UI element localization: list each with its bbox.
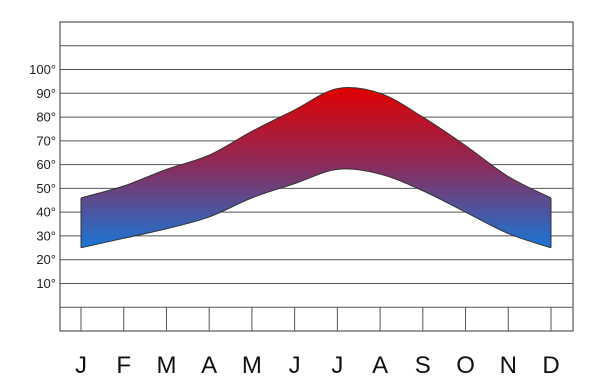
- y-tick-label: 90°: [36, 86, 56, 101]
- temperature-band: [80, 86, 552, 249]
- x-tick-label: M: [156, 352, 176, 379]
- x-tick-label: F: [116, 352, 131, 379]
- y-tick-label: 20°: [36, 252, 56, 267]
- y-tick-label: 10°: [36, 276, 56, 291]
- y-tick-label: 30°: [36, 228, 56, 243]
- x-tick-label: J: [289, 352, 301, 379]
- y-tick-label: 60°: [36, 157, 56, 172]
- x-tick-label: S: [415, 352, 431, 379]
- y-tick-label: 80°: [36, 110, 56, 125]
- x-tick-label: J: [331, 352, 343, 379]
- y-tick-label: 100°: [29, 62, 56, 77]
- x-tick-label: A: [372, 352, 388, 379]
- x-tick-label: N: [500, 352, 517, 379]
- x-tick-label: D: [542, 352, 559, 379]
- y-tick-label: 70°: [36, 133, 56, 148]
- x-tick-label: J: [75, 352, 87, 379]
- y-tick-label: 50°: [36, 181, 56, 196]
- y-tick-labels: 10° 20° 30° 40° 50° 60° 70° 80° 90° 100°: [29, 62, 56, 291]
- y-tick-label: 40°: [36, 205, 56, 220]
- high-temperature-line: [80, 86, 552, 199]
- x-tick-label: O: [456, 352, 475, 379]
- x-tick-marks: [80, 307, 552, 331]
- low-temperature-line: [80, 168, 552, 249]
- x-tick-label: A: [201, 352, 217, 379]
- temperature-band-area: [81, 87, 551, 248]
- x-tick-label: M: [242, 352, 262, 379]
